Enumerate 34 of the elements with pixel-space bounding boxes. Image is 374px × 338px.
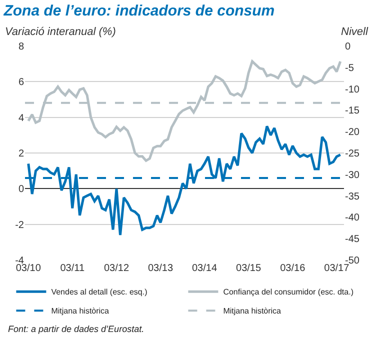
y2-tick-label: -10 (345, 84, 360, 96)
y2-tick-label: -15 (345, 106, 360, 117)
y2-tick-label: -35 (345, 191, 360, 202)
legend-label: Mitjana històrica (51, 306, 110, 316)
line-series (27, 125, 342, 236)
y2-tick-label: -30 (345, 170, 360, 181)
legend-label: Vendes al detall (esc. esq.) (51, 288, 148, 297)
y-tick-label: 2 (18, 148, 24, 160)
y2-tick-label: -25 (345, 148, 360, 160)
y2-tick-label: 0 (345, 42, 351, 52)
y-tick-label: 4 (18, 112, 24, 124)
y-axis-title: Variació interanual (%) (5, 26, 116, 38)
y2-tick-label: -45 (345, 234, 360, 246)
chart-title: Zona de l’euro: indicadors de consum (2, 2, 275, 20)
legend-label: Confiança del consumidor (esc. dta.) (223, 288, 354, 297)
x-tick-label: 03/10 (16, 263, 42, 274)
y-tick-label: -2 (15, 220, 24, 231)
x-tick-label: 03/11 (60, 263, 85, 274)
y2-tick-label: -40 (345, 212, 360, 224)
y2-axis-title: Nivell (341, 26, 368, 38)
y-tick-label: 0 (18, 184, 24, 196)
text: Font: a partir de dades d’Eurostat. (8, 324, 144, 334)
y-tick-label: 8 (18, 42, 24, 52)
x-tick-label: 03/12 (104, 263, 130, 274)
line-series (27, 60, 342, 162)
x-tick-label: 03/13 (148, 263, 174, 274)
legend-label: Mitjana històrica (223, 306, 282, 316)
x-tick-label: 03/15 (236, 263, 262, 274)
y2-tick-label: -20 (345, 127, 360, 138)
x-tick-label: 03/14 (192, 263, 218, 274)
x-tick-label: 03/16 (280, 263, 306, 274)
x-tick-label: 03/17 (324, 263, 350, 274)
y-tick-label: 6 (18, 77, 24, 88)
y2-tick-label: -5 (345, 62, 354, 74)
